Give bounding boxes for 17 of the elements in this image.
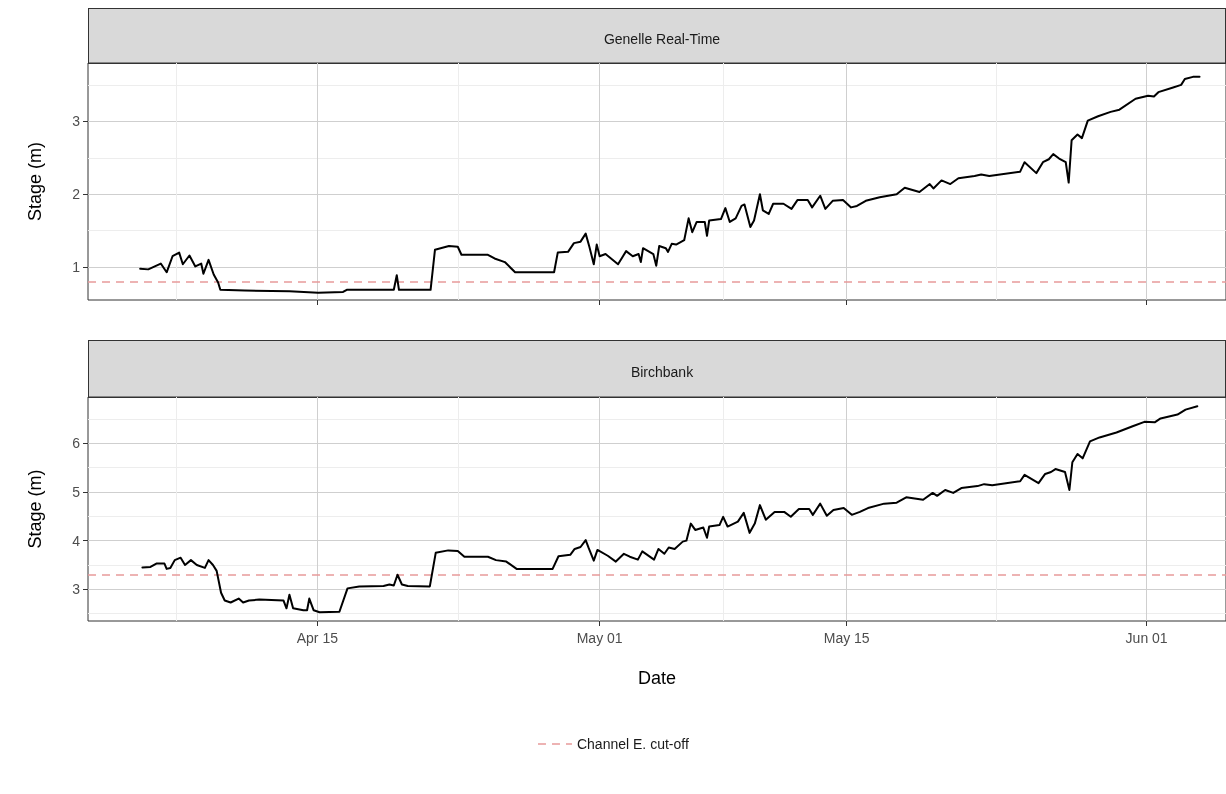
y-tick-label: 6 (72, 435, 81, 452)
y-tick-label: 4 (72, 532, 81, 549)
x-tick-label: Apr 15 (296, 630, 339, 646)
x-axis-title: Date (637, 668, 677, 688)
y-axis-title: Stage (m) (25, 141, 45, 222)
y-tick-label: 2 (72, 186, 81, 203)
x-tick-label: May 15 (823, 630, 870, 646)
x-tick-label: Jun 01 (1125, 630, 1168, 646)
legend-label: Channel E. cut-off (576, 736, 689, 752)
chart-title: Genelle Real-Time (603, 30, 721, 47)
chart-title: Birchbank (630, 363, 695, 380)
y-axis-title: Stage (m) (25, 469, 45, 549)
y-tick-label: 3 (72, 581, 81, 598)
x-tick-label: May 01 (576, 630, 623, 646)
y-tick-label: 3 (72, 113, 81, 130)
y-tick-label: 1 (72, 259, 81, 276)
y-tick-label: 5 (72, 483, 81, 500)
